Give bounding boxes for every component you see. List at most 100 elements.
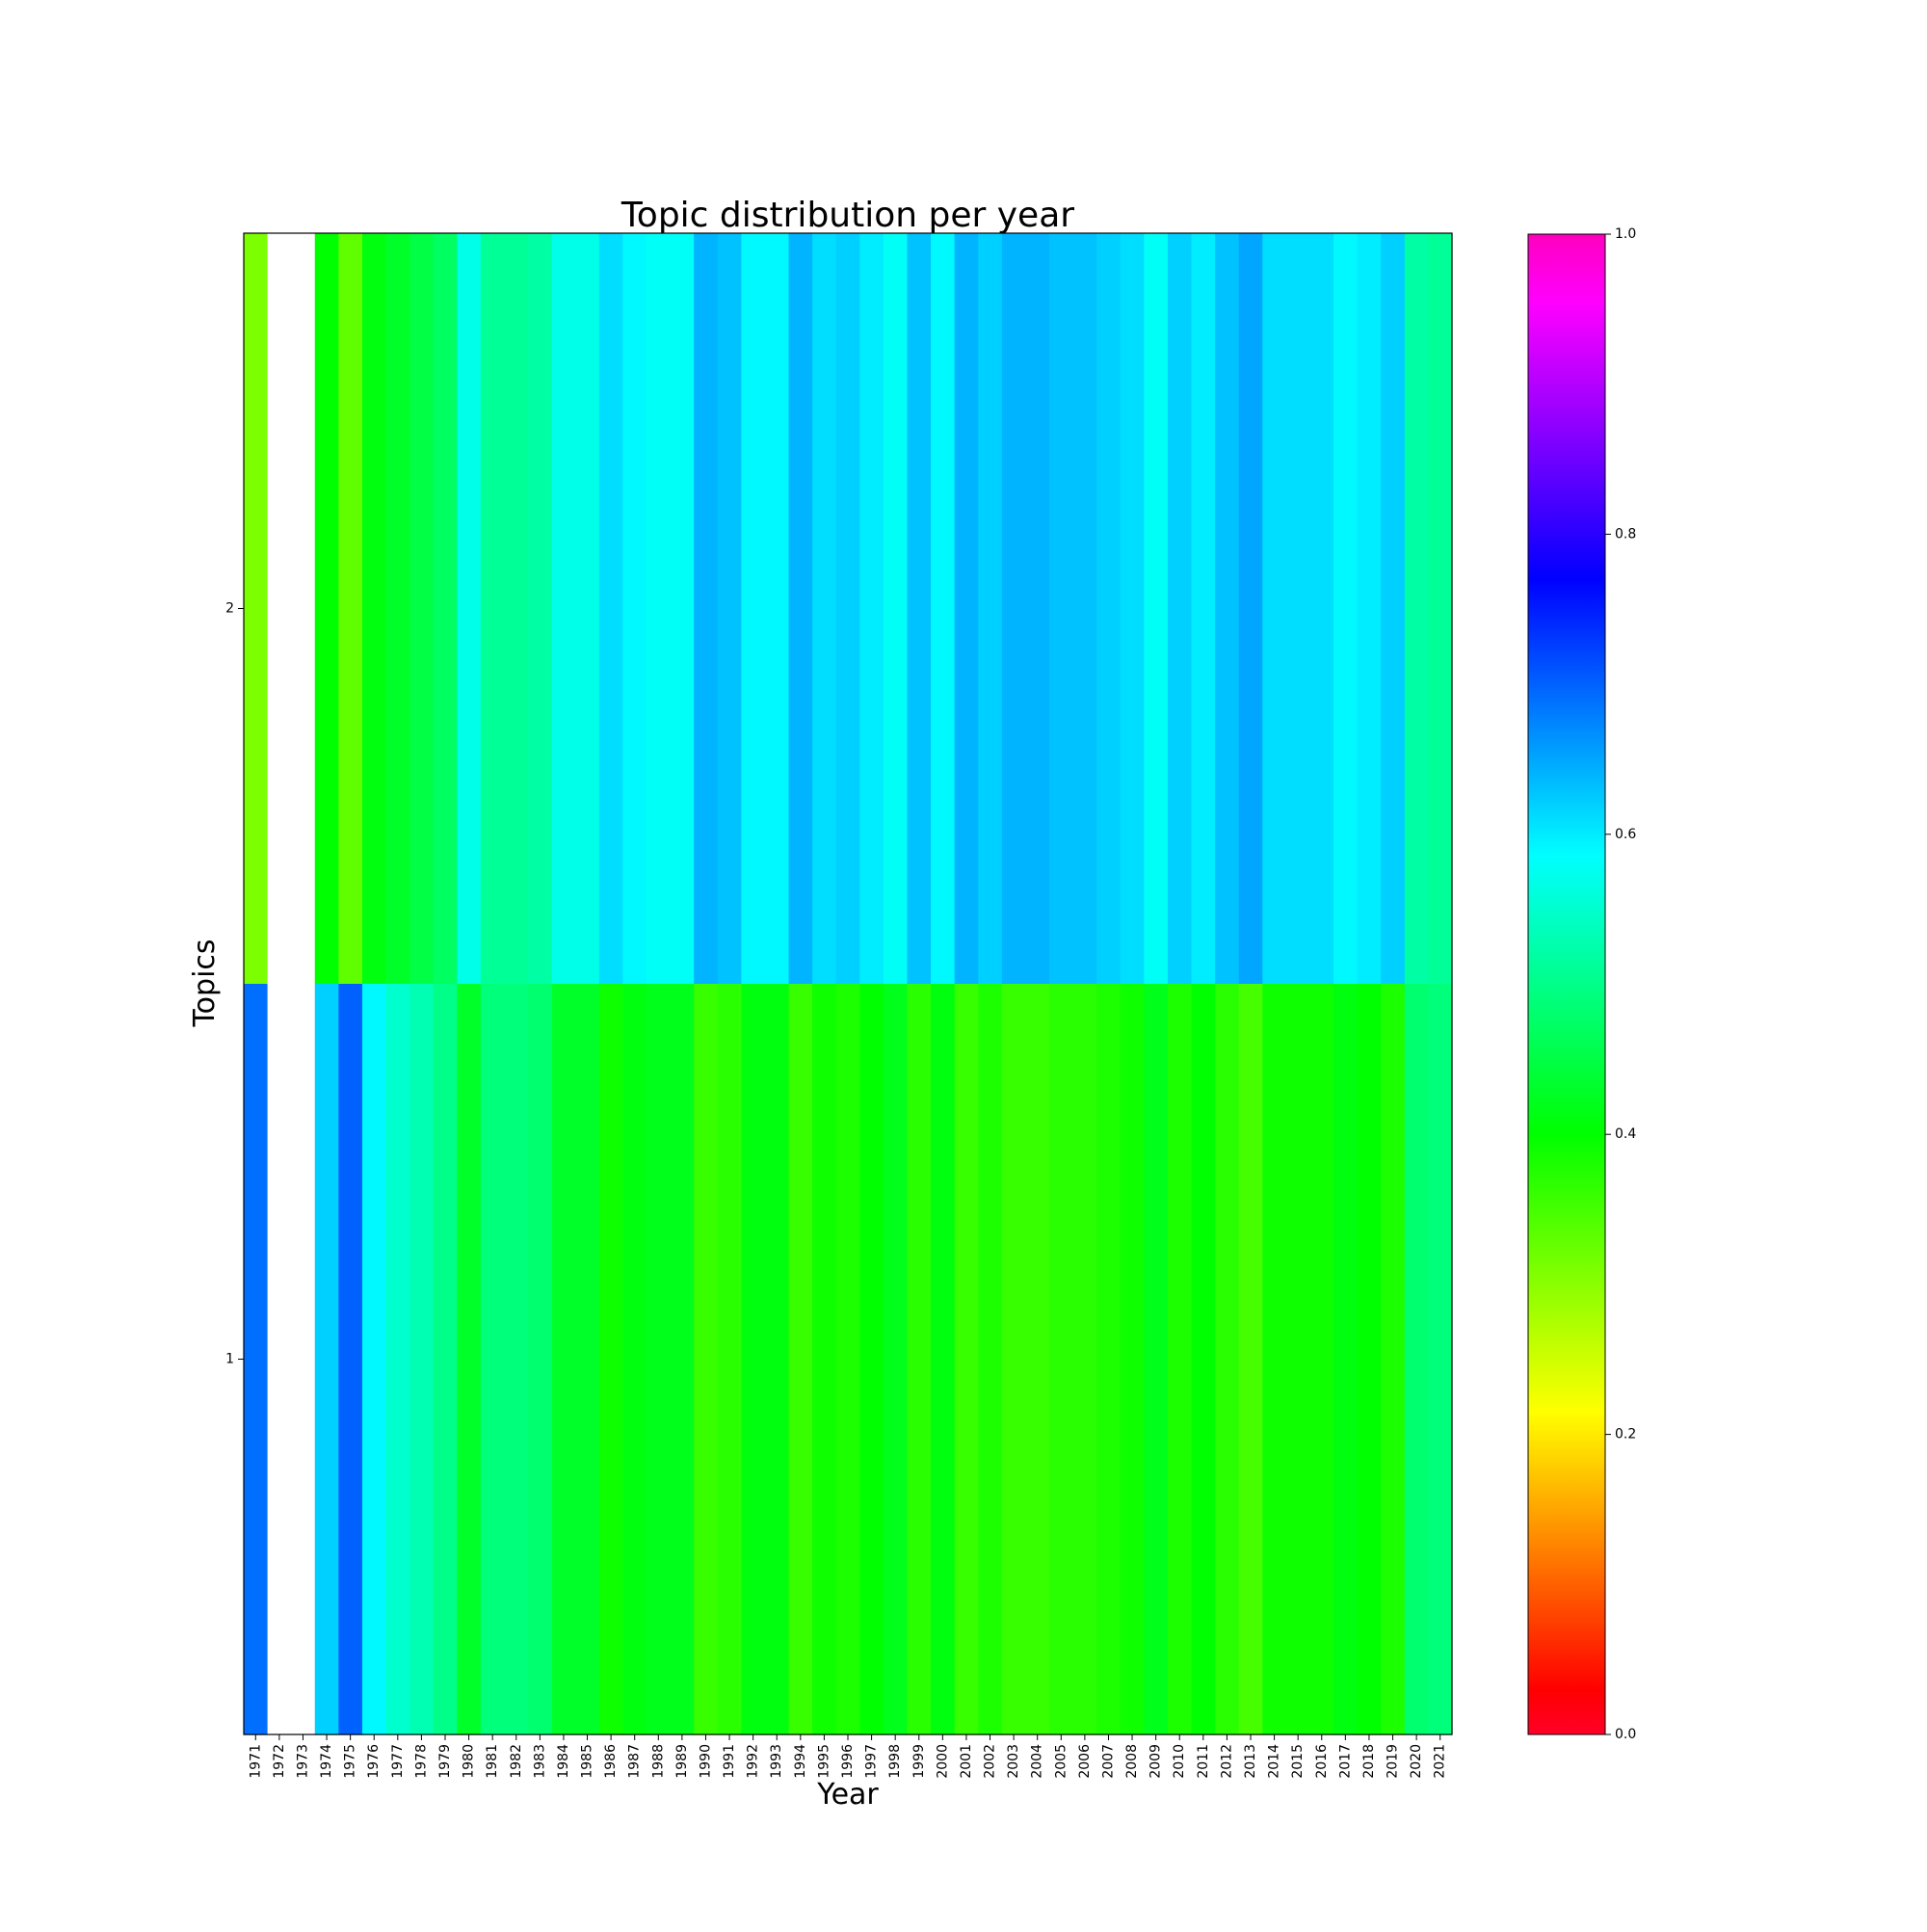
heatmap-cell (598, 984, 624, 1735)
heatmap-cell (764, 984, 790, 1735)
heatmap-cell (528, 233, 553, 985)
heatmap-cell (504, 233, 529, 985)
x-tick-label: 1975 (343, 1744, 358, 1779)
heatmap-cell (1357, 233, 1382, 985)
x-tick-label: 1999 (911, 1744, 927, 1779)
x-tick-label: 1997 (864, 1744, 880, 1779)
heatmap-cell (1404, 984, 1430, 1735)
heatmap-cell (1381, 233, 1406, 985)
x-tick-label: 1988 (650, 1744, 666, 1779)
x-ticks: 1971 1972 1973 1974 1975 1976 1977 1978 1979 1980… (248, 1734, 1448, 1779)
x-tick-label: 2011 (1196, 1744, 1211, 1779)
x-tick-label: 2014 (1267, 1744, 1282, 1779)
heatmap-cell (1428, 233, 1453, 985)
heatmap-cell (670, 984, 695, 1735)
x-tick-label: 2010 (1172, 1744, 1187, 1779)
heatmap-cell (622, 984, 647, 1735)
x-tick-label: 1989 (674, 1744, 690, 1779)
heatmap-cell (1262, 233, 1287, 985)
x-tick-label: 2020 (1409, 1744, 1424, 1779)
heatmap-cell (1049, 233, 1074, 985)
heatmap-cell (551, 984, 576, 1735)
heatmap-cell (409, 984, 435, 1735)
x-tick-label: 2019 (1386, 1744, 1401, 1779)
heatmap-cell (1215, 233, 1240, 985)
colorbar (1527, 233, 1606, 1735)
heatmap-cell (1001, 984, 1027, 1735)
heatmap-cell (764, 233, 790, 985)
heatmap-cell (1238, 233, 1263, 985)
x-tick-label: 1992 (746, 1744, 761, 1779)
x-tick-label: 1987 (627, 1744, 643, 1779)
x-tick-label: 1991 (722, 1744, 737, 1779)
heatmap-cell (954, 233, 979, 985)
heatmap-cell (361, 984, 387, 1735)
x-tick-label: 2007 (1100, 1744, 1116, 1779)
colorbar-tick-label: 0.8 (1615, 526, 1636, 542)
x-tick-label: 1984 (556, 1744, 571, 1779)
heatmap-cell (1120, 984, 1145, 1735)
heatmap-cell (694, 233, 719, 985)
x-tick-label: 1986 (603, 1744, 619, 1779)
x-tick-label: 1994 (793, 1744, 808, 1779)
x-tick-label: 2004 (1030, 1744, 1045, 1779)
x-tick-label: 2001 (959, 1744, 974, 1779)
heatmap-cell (1167, 233, 1193, 985)
heatmap-cell (1025, 984, 1050, 1735)
x-tick-label: 1979 (437, 1744, 453, 1779)
heatmap-cell (622, 233, 647, 985)
colorbar-tick-label: 0.2 (1615, 1427, 1636, 1442)
heatmap-cell (1238, 984, 1263, 1735)
x-tick-label: 2000 (935, 1744, 950, 1779)
heatmap-cell (551, 233, 576, 985)
heatmap-cell (859, 233, 884, 985)
heatmap-cell (244, 233, 269, 985)
heatmap-cell (1309, 984, 1334, 1735)
heatmap-cell (1357, 984, 1382, 1735)
heatmap-cell (385, 984, 410, 1735)
heatmap-cell (1381, 984, 1406, 1735)
x-tick-label: 1976 (366, 1744, 382, 1779)
heatmap-cell (788, 984, 813, 1735)
heatmap-cell (812, 984, 837, 1735)
x-tick-label: 2002 (983, 1744, 998, 1779)
x-tick-label: 1977 (390, 1744, 406, 1779)
x-tick-label: 1981 (485, 1744, 500, 1779)
heatmap-cell (1191, 984, 1216, 1735)
colorbar-ticks: 0.0 0.2 0.4 0.6 0.8 1.0 (1605, 226, 1636, 1742)
heatmap-cell (954, 984, 979, 1735)
heatmap-cell (291, 984, 316, 1735)
heatmap-cell (1333, 984, 1359, 1735)
heatmap-cell (314, 233, 339, 985)
heatmap-cell (883, 984, 909, 1735)
heatmap-cell (457, 984, 482, 1735)
heatmap-cell (647, 233, 672, 985)
heatmap-cell (1072, 984, 1097, 1735)
x-tick-label: 1985 (580, 1744, 595, 1779)
heatmap-cell (1215, 984, 1240, 1735)
x-tick-label: 1996 (840, 1744, 856, 1779)
heatmap-cell (598, 233, 624, 985)
heatmap-cell (1096, 233, 1122, 985)
heatmap-cell (1262, 984, 1287, 1735)
heatmap-cell (1001, 233, 1027, 985)
heatmap-cells (244, 233, 1453, 1735)
x-tick-label: 2013 (1243, 1744, 1258, 1779)
heatmap-cell (694, 984, 719, 1735)
x-tick-label: 2017 (1337, 1744, 1353, 1779)
x-tick-label: 1995 (816, 1744, 832, 1779)
heatmap-cell (457, 233, 482, 985)
heatmap-cell (1309, 233, 1334, 985)
heatmap-cell (1404, 233, 1430, 985)
x-tick-label: 1982 (509, 1744, 524, 1779)
heatmap-cell (244, 984, 269, 1735)
heatmap-cell (314, 984, 339, 1735)
heatmap-cell (835, 984, 860, 1735)
heatmap-cell (883, 233, 909, 985)
heatmap-cell (528, 984, 553, 1735)
heatmap-cell (433, 233, 458, 985)
heatmap-cell (1167, 984, 1193, 1735)
heatmap-cell (267, 233, 292, 985)
heatmap-cell (812, 233, 837, 985)
heatmap-cell (717, 233, 742, 985)
